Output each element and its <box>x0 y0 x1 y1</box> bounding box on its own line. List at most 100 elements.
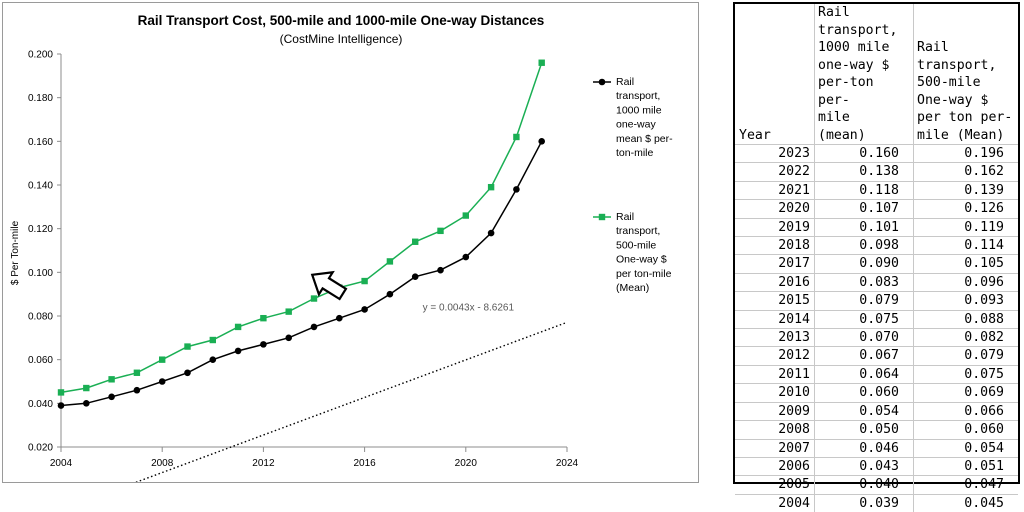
value-1000-mile-cell: 0.046 <box>814 438 914 458</box>
table-row: 2013 0.070 0.082 <box>735 328 1018 347</box>
value-500-mile-cell: 0.105 <box>913 254 1018 274</box>
data-point <box>83 384 90 392</box>
year-cell: 2023 <box>735 143 815 163</box>
value-500-mile-cell: 0.088 <box>913 309 1018 329</box>
data-point <box>336 314 343 322</box>
x-tick-label: 2004 <box>50 458 73 469</box>
value-1000-mile-cell: 0.070 <box>814 328 914 347</box>
value-500-mile-cell: 0.139 <box>913 180 1018 200</box>
data-point <box>361 277 368 285</box>
value-500-mile-cell: 0.075 <box>913 364 1018 384</box>
value-500-mile-cell: 0.114 <box>913 236 1018 255</box>
legend-text-line: 500-mile <box>616 239 656 251</box>
data-point <box>184 369 191 377</box>
value-1000-mile-cell: 0.050 <box>814 420 914 439</box>
legend-text-line: One-way $ <box>616 254 667 266</box>
data-table-panel: Year Rail transport, 1000 mile one-way $… <box>733 2 1020 512</box>
data-point <box>57 389 65 396</box>
data-point <box>57 402 65 409</box>
value-500-mile-cell: 0.051 <box>913 456 1018 476</box>
value-500-mile-cell: 0.047 <box>913 475 1018 495</box>
value-1000-mile-cell: 0.064 <box>814 364 914 384</box>
data-point <box>310 295 318 302</box>
data-point <box>412 238 419 245</box>
data-point <box>83 400 90 407</box>
data-point <box>159 356 166 363</box>
header-line: per ton per- <box>917 110 1013 125</box>
header-line: transport, <box>917 57 997 73</box>
year-cell: 2016 <box>735 272 815 292</box>
data-point <box>437 227 444 235</box>
table-row: 2005 0.040 0.047 <box>735 475 1018 495</box>
value-1000-mile-cell: 0.138 <box>814 162 914 182</box>
y-tick-label: 0.040 <box>28 399 53 410</box>
value-1000-mile-cell: 0.101 <box>814 217 914 237</box>
data-point <box>234 323 242 331</box>
y-tick-label: 0.020 <box>28 443 53 454</box>
table-row: 2023 0.160 0.196 <box>735 143 1018 163</box>
data-point <box>184 343 191 350</box>
value-1000-mile-cell: 0.118 <box>814 180 914 200</box>
data-point <box>285 334 293 342</box>
table-header-row: Year Rail transport, 1000 mile one-way $… <box>735 4 1018 145</box>
header-line: Rail <box>917 40 949 55</box>
x-tick-label: 2008 <box>151 458 174 469</box>
legend-text-line: Rail <box>616 211 634 223</box>
header-1000-mile: Rail transport, 1000 mile one-way $ per-… <box>814 4 914 145</box>
data-point <box>487 183 495 191</box>
year-cell: 2008 <box>735 420 815 439</box>
legend-text-line: ton-mile <box>616 147 654 159</box>
table-row: 2009 0.054 0.066 <box>735 401 1018 421</box>
year-cell: 2005 <box>735 475 815 495</box>
year-cell: 2006 <box>735 456 815 476</box>
data-point <box>234 347 242 355</box>
year-cell: 2012 <box>735 346 815 366</box>
table-row: 2017 0.090 0.105 <box>735 254 1018 274</box>
x-tick-label: 2012 <box>252 458 275 469</box>
data-point <box>133 369 141 376</box>
year-cell: 2013 <box>735 328 815 347</box>
legend-text-line: mean $ per- <box>616 133 673 145</box>
header-500-mile: Rail transport, 500-mile One-way $ per t… <box>914 4 1019 145</box>
y-tick-label: 0.140 <box>28 181 53 192</box>
y-tick-label: 0.080 <box>28 312 53 323</box>
data-point <box>513 186 520 193</box>
data-point <box>462 212 469 219</box>
table-row: 2015 0.079 0.093 <box>735 291 1018 311</box>
data-point <box>310 323 318 331</box>
cost-data-table: Year Rail transport, 1000 mile one-way $… <box>735 4 1018 512</box>
y-tick-label: 0.100 <box>28 268 53 279</box>
y-tick-label: 0.160 <box>28 137 53 148</box>
value-1000-mile-cell: 0.079 <box>814 291 914 311</box>
value-1000-mile-cell: 0.075 <box>814 309 914 329</box>
value-1000-mile-cell: 0.043 <box>814 456 914 476</box>
table-row: 2014 0.075 0.088 <box>735 309 1018 329</box>
data-point <box>538 59 545 66</box>
legend-marker <box>598 78 606 86</box>
value-1000-mile-cell: 0.107 <box>814 199 914 219</box>
year-cell: 2022 <box>735 162 815 182</box>
header-line: mile (Mean) <box>917 127 1005 143</box>
chart-subtitle: (CostMine Intelligence) <box>280 32 403 46</box>
year-cell: 2017 <box>735 254 815 274</box>
value-1000-mile-cell: 0.160 <box>814 143 914 163</box>
value-500-mile-cell: 0.045 <box>913 493 1018 512</box>
value-1000-mile-cell: 0.090 <box>814 254 914 274</box>
table-row: 2012 0.067 0.079 <box>735 346 1018 366</box>
y-tick-label: 0.060 <box>28 355 53 366</box>
data-point <box>437 266 444 274</box>
y-tick-label: 0.200 <box>28 50 53 61</box>
series-line <box>60 140 543 407</box>
header-line: transport, <box>818 22 898 38</box>
legend-text-line: transport, <box>616 90 660 102</box>
value-500-mile-cell: 0.069 <box>913 383 1018 403</box>
arrow-annotation-icon <box>310 270 348 301</box>
legend-marker <box>598 213 606 221</box>
year-cell: 2015 <box>735 291 815 311</box>
value-500-mile-cell: 0.096 <box>913 272 1018 292</box>
chart-title: Rail Transport Cost, 500-mile and 1000-m… <box>138 13 545 28</box>
data-point <box>260 341 267 348</box>
year-cell: 2004 <box>735 493 815 512</box>
data-point <box>260 314 267 322</box>
data-point <box>386 290 394 298</box>
